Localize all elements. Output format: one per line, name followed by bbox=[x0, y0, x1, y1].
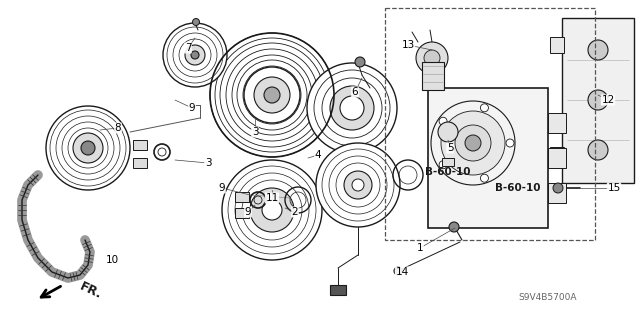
Circle shape bbox=[316, 143, 400, 227]
Circle shape bbox=[506, 139, 514, 147]
Text: 14: 14 bbox=[396, 267, 408, 277]
Text: 13: 13 bbox=[401, 40, 415, 50]
Text: 7: 7 bbox=[185, 43, 191, 53]
Bar bbox=[422, 62, 444, 90]
Text: 9: 9 bbox=[219, 183, 225, 193]
Bar bbox=[548, 113, 566, 133]
Circle shape bbox=[439, 161, 447, 169]
Bar bbox=[550, 37, 564, 53]
Circle shape bbox=[481, 174, 488, 182]
Text: 8: 8 bbox=[115, 123, 122, 133]
Bar bbox=[548, 183, 566, 203]
Bar bbox=[442, 158, 454, 166]
Text: 6: 6 bbox=[352, 87, 358, 97]
Circle shape bbox=[588, 40, 608, 60]
Circle shape bbox=[307, 63, 397, 153]
Circle shape bbox=[185, 45, 205, 65]
Circle shape bbox=[250, 188, 294, 232]
Text: 1: 1 bbox=[417, 243, 423, 253]
Circle shape bbox=[344, 171, 372, 199]
Bar bbox=[428, 88, 548, 228]
Bar bbox=[133, 140, 147, 150]
Circle shape bbox=[81, 141, 95, 155]
Circle shape bbox=[481, 104, 488, 112]
Bar bbox=[133, 158, 147, 168]
Text: 2: 2 bbox=[292, 207, 298, 217]
Circle shape bbox=[352, 179, 364, 191]
Circle shape bbox=[355, 57, 365, 67]
Bar bbox=[330, 285, 346, 295]
Text: B-60-10: B-60-10 bbox=[425, 167, 471, 177]
Text: 10: 10 bbox=[106, 255, 118, 265]
Circle shape bbox=[553, 183, 563, 193]
Circle shape bbox=[73, 133, 103, 163]
Text: S9V4B5700A: S9V4B5700A bbox=[519, 293, 577, 302]
Circle shape bbox=[222, 160, 322, 260]
Text: 11: 11 bbox=[266, 193, 278, 203]
Text: 4: 4 bbox=[315, 150, 321, 160]
Circle shape bbox=[465, 135, 481, 151]
Circle shape bbox=[193, 19, 200, 26]
Circle shape bbox=[588, 140, 608, 160]
Circle shape bbox=[254, 77, 290, 113]
Text: 5: 5 bbox=[447, 143, 453, 153]
Circle shape bbox=[340, 96, 364, 120]
Circle shape bbox=[191, 51, 199, 59]
Text: 3: 3 bbox=[205, 158, 211, 168]
Text: FR.: FR. bbox=[77, 280, 104, 302]
Bar bbox=[235, 192, 249, 202]
Circle shape bbox=[438, 122, 458, 142]
Circle shape bbox=[588, 90, 608, 110]
Bar bbox=[385, 8, 595, 240]
Circle shape bbox=[244, 67, 300, 123]
Text: 9: 9 bbox=[244, 207, 252, 217]
Circle shape bbox=[163, 23, 227, 87]
Circle shape bbox=[441, 111, 505, 175]
Text: 15: 15 bbox=[607, 183, 621, 193]
Text: 3: 3 bbox=[252, 127, 259, 137]
Bar bbox=[548, 148, 566, 168]
Text: B-60-10: B-60-10 bbox=[495, 183, 541, 193]
Text: 12: 12 bbox=[602, 95, 614, 105]
Circle shape bbox=[394, 267, 402, 275]
Circle shape bbox=[416, 42, 448, 74]
Circle shape bbox=[262, 200, 282, 220]
Circle shape bbox=[439, 117, 447, 125]
Circle shape bbox=[330, 86, 374, 130]
Circle shape bbox=[424, 50, 440, 66]
Circle shape bbox=[46, 106, 130, 190]
Bar bbox=[235, 208, 249, 218]
Circle shape bbox=[264, 87, 280, 103]
Circle shape bbox=[449, 222, 459, 232]
Text: 9: 9 bbox=[189, 103, 195, 113]
Bar bbox=[550, 147, 564, 163]
Circle shape bbox=[455, 125, 491, 161]
Bar bbox=[562, 18, 634, 183]
